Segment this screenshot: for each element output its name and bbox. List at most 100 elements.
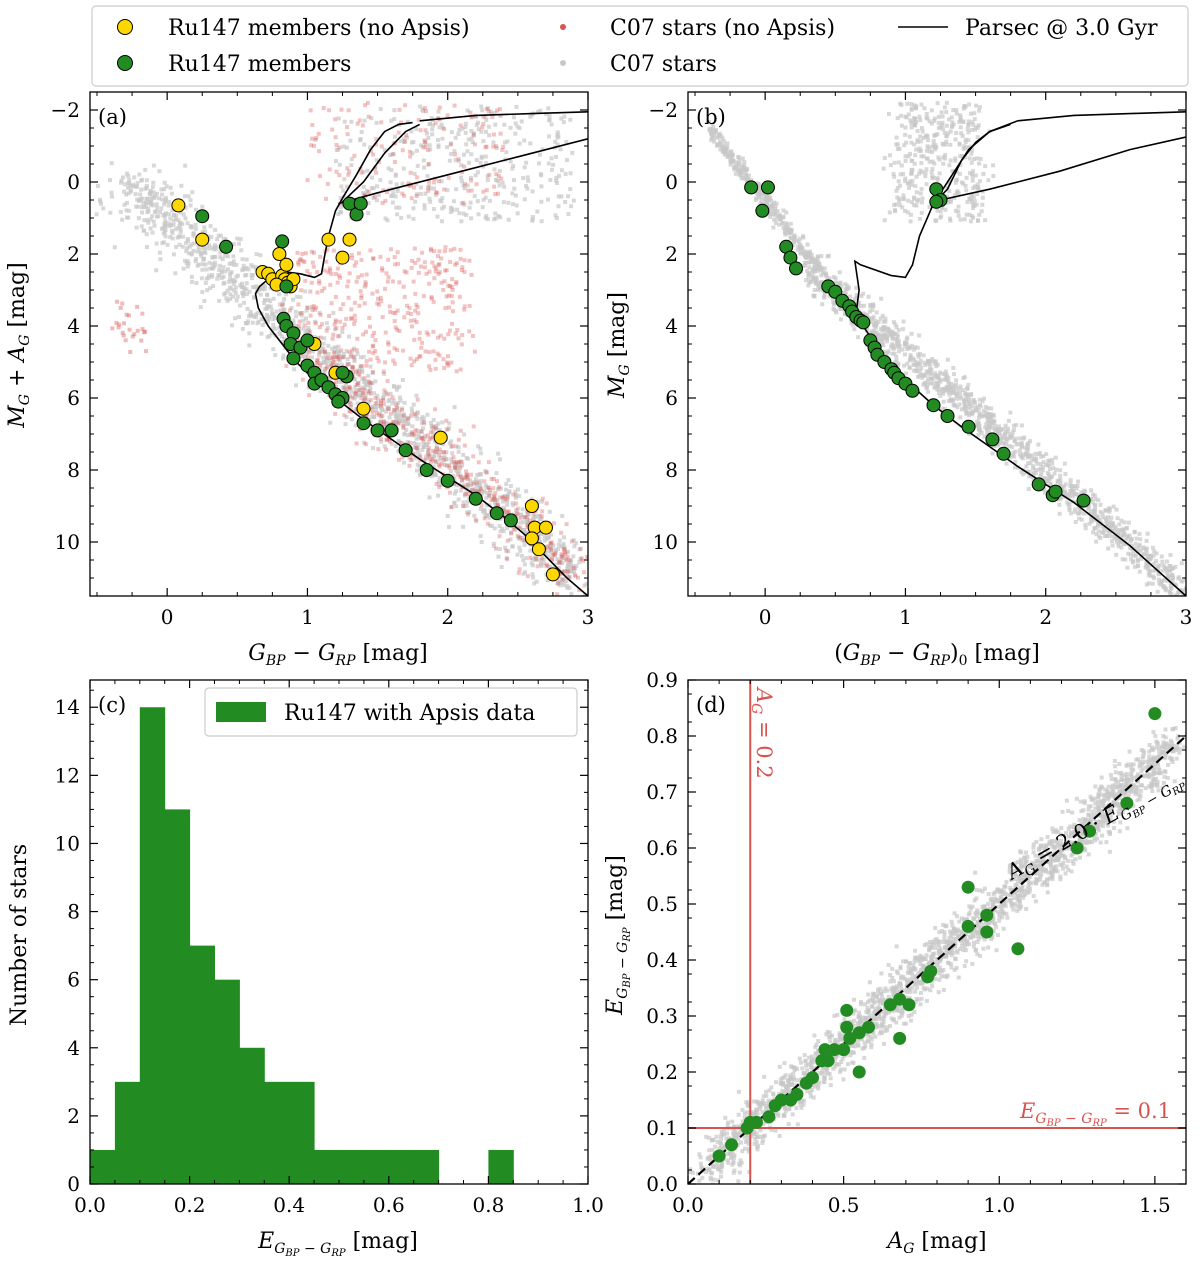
c07-star [249, 276, 254, 281]
c07-star [248, 312, 253, 317]
c07-star [1161, 583, 1166, 588]
c07-star [1074, 486, 1079, 491]
c07-star [908, 355, 913, 360]
c07-star [296, 326, 301, 331]
c07-star-noapsis [418, 128, 423, 133]
c07-star [418, 104, 423, 109]
c07-star [508, 483, 513, 488]
c07-star [281, 307, 286, 312]
c07-star [911, 368, 916, 373]
c07-star [366, 201, 371, 206]
c07-star [410, 424, 415, 429]
c07-star [773, 207, 778, 212]
c07-star-noapsis [315, 361, 320, 366]
c07-star-noapsis [462, 269, 467, 274]
c07-star [1008, 435, 1013, 440]
c07-star [914, 203, 919, 208]
c07-star [505, 526, 510, 531]
c07-star [368, 145, 373, 150]
c07-star [924, 182, 929, 187]
c07-star [460, 478, 465, 483]
c07-star [502, 122, 507, 127]
ru147-point [503, 513, 518, 528]
c07-star-noapsis [397, 280, 402, 285]
c07-star-noapsis [560, 577, 565, 582]
c07-star [767, 205, 772, 210]
c07-star [322, 359, 327, 364]
c07-star [958, 154, 963, 159]
c07-star [921, 353, 926, 358]
c07-star [958, 115, 963, 120]
c07-star-noapsis [397, 328, 402, 333]
c07-star [223, 269, 228, 274]
c07-star [971, 186, 976, 191]
c07-star [1003, 431, 1008, 436]
c07-star-noapsis [426, 188, 431, 193]
c07-star [181, 234, 186, 239]
c07-star [377, 421, 382, 426]
c07-star-noapsis [388, 411, 393, 416]
c07-star [337, 379, 342, 384]
c07-star [1147, 581, 1152, 586]
c07-star-noapsis [442, 365, 447, 370]
c07-star-noapsis [518, 516, 523, 521]
c07-star [963, 183, 968, 188]
c07-star [1127, 533, 1132, 538]
c07-star [1129, 557, 1134, 562]
c07-star [504, 556, 509, 561]
c07-star-noapsis [327, 167, 332, 172]
c07-star-noapsis [460, 504, 465, 509]
c07-star-noapsis [467, 258, 472, 263]
c07-star [498, 529, 503, 534]
c07-star [1186, 585, 1190, 589]
c07-star-noapsis [352, 300, 357, 305]
c07-star [353, 391, 358, 396]
c07-star [1146, 572, 1151, 577]
c07-star [1110, 521, 1115, 526]
c07-star [881, 324, 886, 329]
c07-star [557, 173, 562, 178]
c07-star [466, 137, 471, 142]
c07-star [332, 350, 337, 355]
c07-star [809, 256, 814, 261]
c07-star [537, 557, 542, 562]
c07-star [885, 327, 890, 332]
c07-star [565, 574, 570, 579]
c07-star [481, 164, 486, 169]
c07-star [505, 139, 510, 144]
c07-star [979, 209, 984, 214]
c07-star [464, 212, 469, 217]
c07-star [268, 286, 273, 291]
c07-star [537, 537, 542, 542]
c07-star [388, 153, 393, 158]
c07-star [385, 218, 390, 223]
c07-star [903, 125, 908, 130]
c07-star [440, 125, 445, 130]
c07-star [1104, 533, 1109, 538]
c07-star [928, 368, 933, 373]
c07-star [119, 178, 124, 183]
c07-star [958, 217, 963, 222]
ytick-label: 4 [665, 314, 678, 338]
c07-star [273, 353, 278, 358]
c07-star [734, 160, 739, 165]
c07-star-noapsis [407, 455, 412, 460]
c07-star [822, 266, 827, 271]
c07-star [1020, 444, 1025, 449]
c07-star [531, 575, 536, 580]
c07-star [918, 168, 923, 173]
c07-star [268, 304, 273, 309]
c07-star-noapsis [481, 121, 486, 126]
c07-star-noapsis [487, 493, 492, 498]
c07-star [192, 241, 197, 246]
c07-star [522, 562, 527, 567]
c07-star [449, 457, 454, 462]
c07-star [1160, 568, 1165, 573]
c07-star [1144, 582, 1149, 587]
c07-star [967, 156, 972, 161]
c07-star [819, 273, 824, 278]
c07-star [348, 387, 353, 392]
c07-star-noapsis [481, 114, 486, 119]
c07-star [496, 451, 501, 456]
c07-star-noapsis [434, 426, 439, 431]
